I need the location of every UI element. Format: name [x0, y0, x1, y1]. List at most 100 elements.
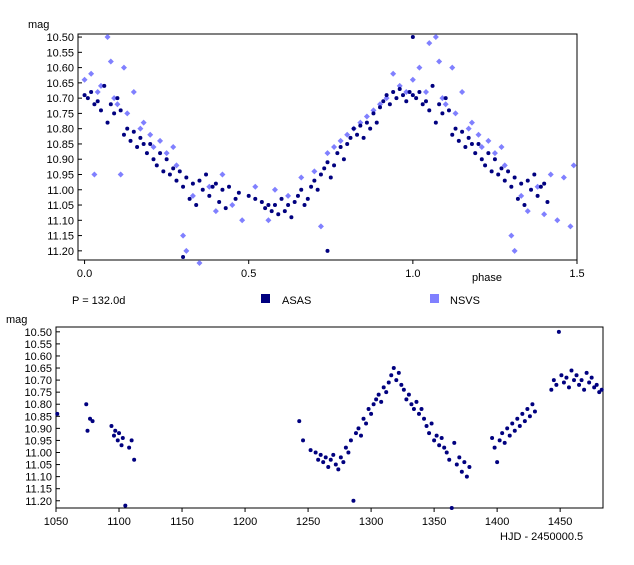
- asas-point: [376, 392, 381, 397]
- asas-point: [286, 203, 291, 208]
- asas-point: [345, 141, 350, 146]
- asas-point: [542, 181, 547, 186]
- y-tick-label: 10.60: [46, 63, 74, 75]
- asas-point: [315, 187, 320, 192]
- asas-point: [427, 431, 432, 436]
- asas-point: [374, 397, 379, 402]
- nsvs-point: [501, 162, 508, 169]
- asas-point: [391, 366, 396, 371]
- asas-point: [113, 428, 118, 433]
- asas-point: [187, 196, 192, 201]
- asas-point: [417, 90, 422, 95]
- nsvs-point: [344, 131, 351, 138]
- nsvs-point: [511, 247, 518, 254]
- asas-point: [378, 105, 383, 110]
- asas-point: [399, 382, 404, 387]
- asas-point: [364, 421, 369, 426]
- asas-point: [407, 90, 412, 95]
- asas-point: [510, 421, 515, 426]
- asas-point: [120, 436, 125, 441]
- asas-point: [506, 169, 511, 174]
- nsvs-point: [508, 232, 515, 239]
- asas-point: [289, 215, 294, 220]
- asas-point: [326, 464, 331, 469]
- asas-point: [112, 111, 117, 116]
- asas-point: [447, 457, 452, 462]
- asas-point: [545, 199, 550, 204]
- asas-point: [529, 187, 534, 192]
- asas-point: [386, 380, 391, 385]
- y-tick-label: 10.80: [46, 124, 74, 136]
- asas-point: [419, 407, 424, 412]
- time-plot-xlabel: HJD - 2450000.5: [500, 531, 583, 543]
- asas-point: [574, 373, 579, 378]
- asas-point: [269, 209, 274, 214]
- asas-point: [512, 428, 517, 433]
- asas-point: [509, 184, 514, 189]
- nsvs-point: [137, 125, 144, 132]
- asas-point: [356, 426, 361, 431]
- asas-point: [496, 172, 501, 177]
- asas-point: [119, 443, 124, 448]
- asas-point: [105, 120, 110, 125]
- asas-point: [321, 460, 326, 465]
- y-tick-label: 11.00: [25, 447, 52, 459]
- asas-point: [549, 387, 554, 392]
- nsvs-point: [459, 89, 466, 96]
- nsvs-point: [157, 137, 164, 144]
- asas-point: [579, 378, 584, 383]
- nsvs-point: [390, 70, 397, 77]
- asas-point: [525, 407, 530, 412]
- time-plot-ylabel: mag: [6, 314, 27, 326]
- asas-point: [429, 421, 434, 426]
- nsvs-point: [357, 119, 364, 126]
- asas-point: [279, 196, 284, 201]
- asas-point: [177, 169, 182, 174]
- asas-point: [410, 93, 415, 98]
- nsvs-points: [81, 34, 577, 267]
- asas-point: [117, 431, 122, 436]
- asas-point: [343, 445, 348, 450]
- asas-point: [434, 433, 439, 438]
- x-tick-label: 1250: [296, 516, 320, 528]
- asas-point: [368, 126, 373, 131]
- nsvs-point: [81, 76, 88, 83]
- nsvs-point: [189, 192, 196, 199]
- asas-point: [517, 423, 522, 428]
- nsvs-point: [331, 144, 338, 150]
- nsvs-legend-swatch: [430, 294, 439, 303]
- nsvs-point: [478, 144, 485, 150]
- x-tick-label: 1.0: [405, 268, 420, 280]
- asas-point: [584, 370, 589, 375]
- nsvs-point: [120, 64, 127, 71]
- y-tick-label: 10.95: [46, 169, 74, 181]
- nsvs-point: [439, 95, 446, 102]
- asas-point: [358, 123, 363, 128]
- asas-point: [282, 209, 287, 214]
- asas-point: [473, 151, 478, 156]
- nsvs-point: [91, 171, 98, 178]
- asas-point: [497, 438, 502, 443]
- asas-point: [397, 86, 402, 91]
- asas-point: [246, 193, 251, 198]
- asas-point: [369, 411, 374, 416]
- asas-point: [486, 151, 491, 156]
- nsvs-point: [449, 64, 456, 71]
- nsvs-point: [212, 208, 219, 215]
- asas-point: [263, 206, 268, 211]
- asas-point: [333, 462, 338, 467]
- nsvs-point: [147, 131, 154, 138]
- nsvs-point: [567, 223, 574, 230]
- asas-point: [213, 181, 218, 186]
- nsvs-point: [422, 89, 429, 96]
- asas-point: [401, 387, 406, 392]
- asas-point: [115, 96, 120, 101]
- asas-point: [515, 196, 520, 201]
- asas-point: [190, 181, 195, 186]
- asas-point: [233, 196, 238, 201]
- asas-point: [364, 120, 369, 125]
- asas-point: [217, 199, 222, 204]
- asas-point: [424, 423, 429, 428]
- asas-point: [483, 163, 488, 168]
